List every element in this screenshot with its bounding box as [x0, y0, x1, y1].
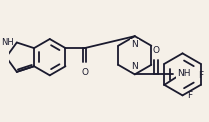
Text: F: F [198, 71, 203, 80]
Text: O: O [152, 46, 159, 55]
Text: NH: NH [177, 69, 190, 78]
Text: O: O [81, 68, 88, 77]
Text: N: N [131, 40, 138, 49]
Text: F: F [187, 91, 192, 100]
Text: N: N [131, 62, 138, 71]
Text: NH: NH [1, 38, 14, 47]
